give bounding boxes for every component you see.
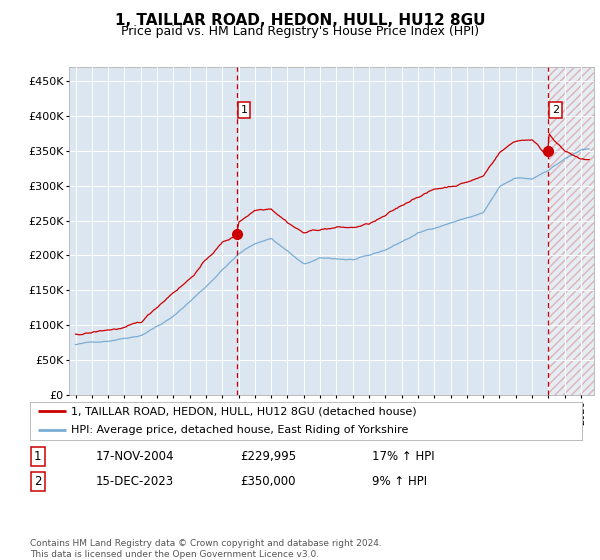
Text: 15-DEC-2023: 15-DEC-2023 — [96, 475, 174, 488]
Text: 2: 2 — [552, 105, 559, 115]
Text: 17-NOV-2004: 17-NOV-2004 — [96, 450, 175, 463]
Text: 2: 2 — [34, 475, 41, 488]
Text: Contains HM Land Registry data © Crown copyright and database right 2024.
This d: Contains HM Land Registry data © Crown c… — [30, 539, 382, 559]
Text: Price paid vs. HM Land Registry's House Price Index (HPI): Price paid vs. HM Land Registry's House … — [121, 25, 479, 39]
Text: £229,995: £229,995 — [240, 450, 296, 463]
Text: 1, TAILLAR ROAD, HEDON, HULL, HU12 8GU (detached house): 1, TAILLAR ROAD, HEDON, HULL, HU12 8GU (… — [71, 406, 417, 416]
Text: £350,000: £350,000 — [240, 475, 296, 488]
Text: 17% ↑ HPI: 17% ↑ HPI — [372, 450, 434, 463]
Text: HPI: Average price, detached house, East Riding of Yorkshire: HPI: Average price, detached house, East… — [71, 425, 409, 435]
Text: 9% ↑ HPI: 9% ↑ HPI — [372, 475, 427, 488]
Text: 1: 1 — [34, 450, 41, 463]
Text: 1: 1 — [241, 105, 248, 115]
Text: 1, TAILLAR ROAD, HEDON, HULL, HU12 8GU: 1, TAILLAR ROAD, HEDON, HULL, HU12 8GU — [115, 13, 485, 28]
Bar — [548, 67, 594, 395]
